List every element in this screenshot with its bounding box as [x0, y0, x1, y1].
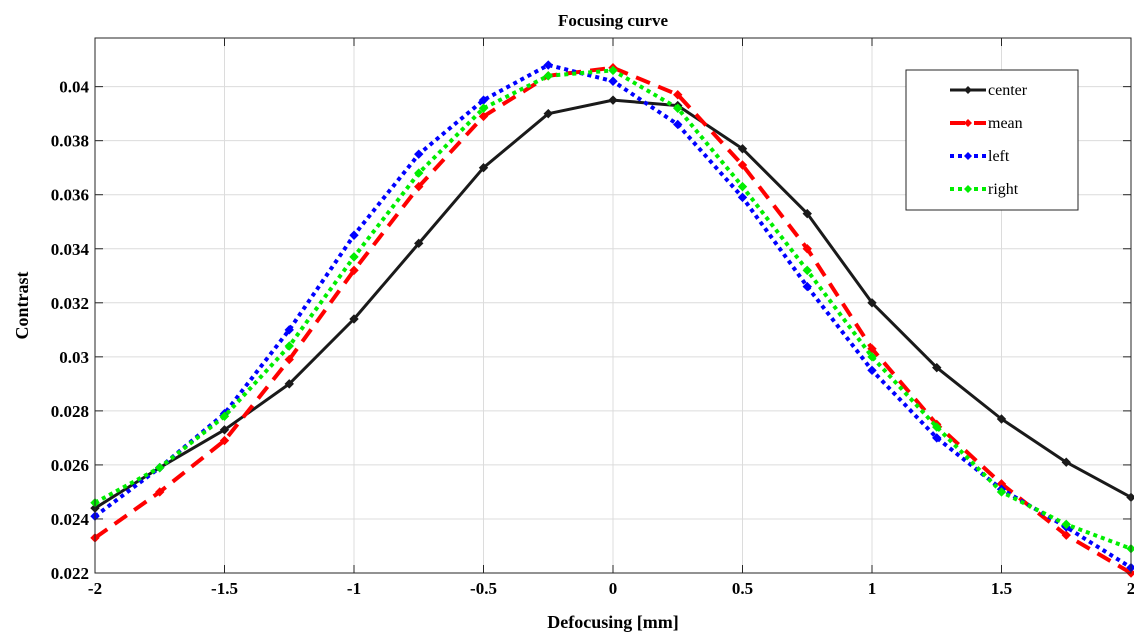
data-point-left	[867, 365, 877, 376]
data-point-right	[543, 71, 553, 81]
data-point-left	[414, 149, 424, 159]
axis-ticks: -2 -1.5 -1 -0.5 0 0.5 1 1.5 2 0.022 0.024 0.026 0.02…	[51, 38, 1134, 598]
legend-item-mean: mean	[950, 115, 1023, 132]
legend-label-mean: mean	[988, 115, 1023, 132]
legend-label-center: center	[988, 82, 1028, 99]
legend-marker-center	[964, 86, 972, 94]
legend-marker-left	[964, 152, 972, 160]
x-axis-label: Defocusing [mm]	[547, 612, 678, 632]
data-point-center	[1061, 457, 1071, 467]
data-point-right	[155, 462, 165, 473]
data-point-mean	[155, 487, 165, 497]
data-point-right	[932, 422, 942, 432]
data-point-left	[673, 119, 683, 130]
data-point-mean	[284, 354, 294, 365]
x-tick-label: -1	[347, 579, 361, 598]
x-tick-label: 1	[868, 579, 877, 598]
data-point-left	[543, 60, 553, 70]
data-point-mean	[478, 111, 489, 122]
y-tick-label: 0.024	[51, 510, 90, 529]
data-point-mean	[349, 265, 359, 276]
data-point-center	[543, 108, 553, 119]
y-tick-label: 0.036	[51, 186, 89, 205]
data-point-center	[802, 208, 812, 219]
y-tick-label: 0.034	[51, 240, 90, 259]
legend-label-right: right	[988, 181, 1019, 198]
y-tick-label: 0.038	[51, 132, 89, 151]
data-point-right	[1061, 519, 1071, 530]
legend-item-right: right	[950, 181, 1019, 198]
data-point-center	[349, 314, 359, 324]
data-point-right	[414, 168, 424, 178]
data-point-mean	[802, 244, 812, 254]
data-point-mean	[737, 160, 748, 170]
data-point-right	[349, 252, 359, 262]
data-point-center	[932, 362, 942, 373]
y-tick-label: 0.022	[51, 564, 89, 583]
chart-title: Focusing curve	[558, 11, 668, 30]
data-point-right	[608, 65, 618, 76]
data-point-right	[802, 265, 812, 276]
legend-marker-mean	[964, 119, 972, 127]
data-point-left	[284, 325, 294, 335]
data-point-left	[737, 192, 748, 203]
data-point-left	[802, 281, 812, 292]
y-axis-label: Contrast	[12, 272, 32, 340]
data-point-mean	[414, 181, 424, 192]
y-tick-label: 0.028	[51, 402, 89, 421]
data-point-center	[284, 379, 294, 389]
x-tick-label: 0	[609, 579, 618, 598]
data-point-right	[737, 181, 748, 192]
data-point-center	[996, 414, 1007, 424]
series-lines	[90, 60, 1134, 578]
data-point-right	[867, 352, 877, 362]
x-tick-label: 1.5	[991, 579, 1012, 598]
data-point-right	[996, 487, 1007, 497]
legend-label-left: left	[988, 148, 1010, 165]
series-right	[90, 65, 1134, 554]
series-line-mean	[93, 65, 1133, 575]
data-point-center	[219, 425, 230, 435]
data-point-mean	[1061, 530, 1071, 540]
x-tick-label: -1.5	[211, 579, 238, 598]
data-point-center	[608, 95, 618, 105]
legend-item-center: center	[950, 82, 1028, 99]
x-tick-label: 2	[1127, 579, 1134, 598]
legend: center mean left right	[905, 69, 1079, 211]
y-tick-label: 0.04	[59, 78, 89, 97]
data-point-center	[414, 238, 424, 249]
data-point-right	[673, 103, 683, 113]
y-tick-label: 0.026	[51, 456, 89, 475]
x-tick-label: -0.5	[470, 579, 497, 598]
data-point-mean	[673, 90, 683, 100]
x-tick-label: 0.5	[732, 579, 753, 598]
data-point-right	[219, 411, 230, 421]
data-point-left	[349, 230, 359, 240]
data-point-right	[478, 103, 489, 113]
data-point-right	[284, 341, 294, 351]
legend-marker-right	[964, 185, 972, 193]
grid-lines	[94, 38, 1132, 574]
data-point-center	[478, 162, 489, 173]
data-point-center	[867, 298, 877, 308]
data-point-center	[737, 144, 748, 154]
y-tick-label: 0.03	[59, 348, 89, 367]
x-tick-label: -2	[88, 579, 102, 598]
legend-box	[905, 69, 1079, 211]
data-point-left	[932, 433, 942, 443]
legend-item-left: left	[950, 148, 1010, 165]
data-point-mean	[219, 435, 230, 446]
y-tick-label: 0.032	[51, 294, 89, 313]
data-point-left	[608, 76, 618, 86]
